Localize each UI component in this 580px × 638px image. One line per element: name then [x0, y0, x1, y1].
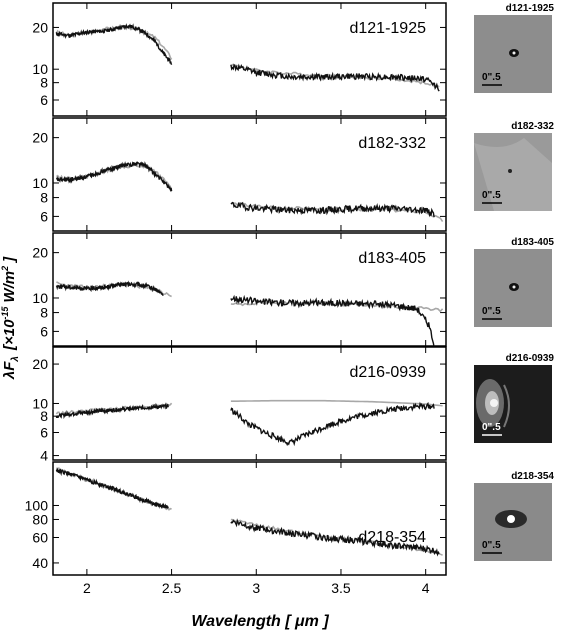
y-tick-label: 20: [32, 356, 48, 372]
observed-line-L: [230, 201, 435, 218]
y-tick-label: 10: [32, 175, 48, 191]
y-tick-label: 8: [40, 408, 48, 424]
panel-d182-332: 6 810 20 d182-332: [32, 117, 447, 232]
y-tick-label: 10: [32, 61, 48, 77]
panel-frame: [52, 2, 447, 117]
panel-label: d183-405: [358, 250, 426, 267]
ylabel-unit: W/m: [1, 271, 18, 303]
y-tick-label: 80: [32, 511, 48, 527]
observed-line-L: [230, 401, 435, 447]
observed-line-L: [230, 294, 435, 348]
panel-label: d182-332: [358, 135, 426, 152]
y-tick-label: 4: [40, 448, 48, 464]
y-tick-label: 8: [40, 75, 48, 91]
panel-frame: [52, 232, 447, 347]
source-blob: [508, 169, 512, 173]
y-tick-label: 100: [25, 497, 49, 513]
x-tick-label: 4: [422, 580, 430, 596]
y-tick-label: 40: [32, 555, 48, 571]
observed-line-K: [55, 402, 169, 420]
thumbnails: d121-19250".5d182-3320".5d183-4050".5d21…: [474, 3, 554, 561]
observed-line-K: [55, 161, 173, 193]
ylabel-sq: 2: [0, 266, 10, 272]
y-tick-label: 8: [40, 190, 48, 206]
ylabel-main: λF: [1, 361, 18, 380]
ylabel-close: ]: [1, 256, 18, 264]
x-tick-label: 2: [83, 580, 91, 596]
ylabel-exp: -15: [0, 306, 10, 320]
panel-label: d216-0939: [349, 364, 426, 381]
thumbnail-title: d183-405: [511, 237, 554, 248]
scale-label: 0".5: [482, 72, 501, 83]
x-tick-label: 2.5: [162, 580, 182, 596]
nebula-shape: [474, 138, 552, 211]
y-tick-label: 20: [32, 245, 48, 261]
x-tick-label: 3: [252, 580, 260, 596]
thumbnail-title: d216-0939: [506, 353, 555, 364]
thumbnail-d183-405: d183-405 0".5: [474, 237, 554, 327]
thumbnail-d218-354: d218-354 0".5: [474, 471, 554, 561]
model-line: [230, 399, 443, 407]
panel-d183-405: 6 810 20 d183-405: [32, 232, 447, 348]
y-tick-label: 6: [40, 208, 48, 224]
observed-line-K: [55, 23, 173, 65]
observed-line-L: [230, 63, 440, 92]
x-tick-label: 3.5: [331, 580, 351, 596]
y-tick-label: 10: [32, 395, 48, 411]
y-tick-label: 10: [32, 290, 48, 306]
y-tick-label: 20: [32, 130, 48, 146]
source-core: [512, 51, 516, 55]
thumbnail-d216-0939: d216-0939 0".5: [474, 353, 554, 443]
thumbnail-title: d182-332: [511, 121, 554, 132]
y-axis-label: λFλ [×10-15 W/m2]: [0, 256, 21, 380]
panel-frame: [52, 461, 447, 576]
scale-label: 0".5: [482, 422, 501, 433]
y-tick-label: 6: [40, 92, 48, 108]
observed-line-L: [230, 518, 440, 557]
ylabel-sub: λ: [10, 356, 21, 363]
panel-frame: [52, 117, 447, 232]
scale-label: 0".5: [482, 190, 501, 201]
observed-line-K: [55, 280, 164, 297]
observed-line-K: [55, 467, 169, 510]
thumbnail-title: d121-1925: [506, 3, 555, 14]
y-tick-label: 8: [40, 305, 48, 321]
y-tick-label: 6: [40, 425, 48, 441]
y-tick-label: 60: [32, 530, 48, 546]
model-line: [55, 25, 173, 60]
thumbnail-title: d218-354: [511, 471, 554, 482]
x-axis-label: Wavelength [ μm ]: [191, 613, 329, 630]
thumbnail-d121-1925: d121-1925 0".5: [474, 3, 554, 93]
ylabel-bracket: [×10: [1, 319, 18, 351]
scale-label: 0".5: [482, 306, 501, 317]
source-blob: [490, 399, 498, 407]
panel-label: d121-1925: [349, 20, 426, 37]
thumbnail-d182-332: d182-332 0".5: [474, 121, 554, 211]
source-core: [512, 285, 516, 289]
arc-shape: [503, 384, 510, 428]
y-tick-label: 6: [40, 323, 48, 339]
scale-label: 0".5: [482, 540, 501, 551]
source-blob: [507, 515, 515, 523]
y-tick-label: 20: [32, 19, 48, 35]
